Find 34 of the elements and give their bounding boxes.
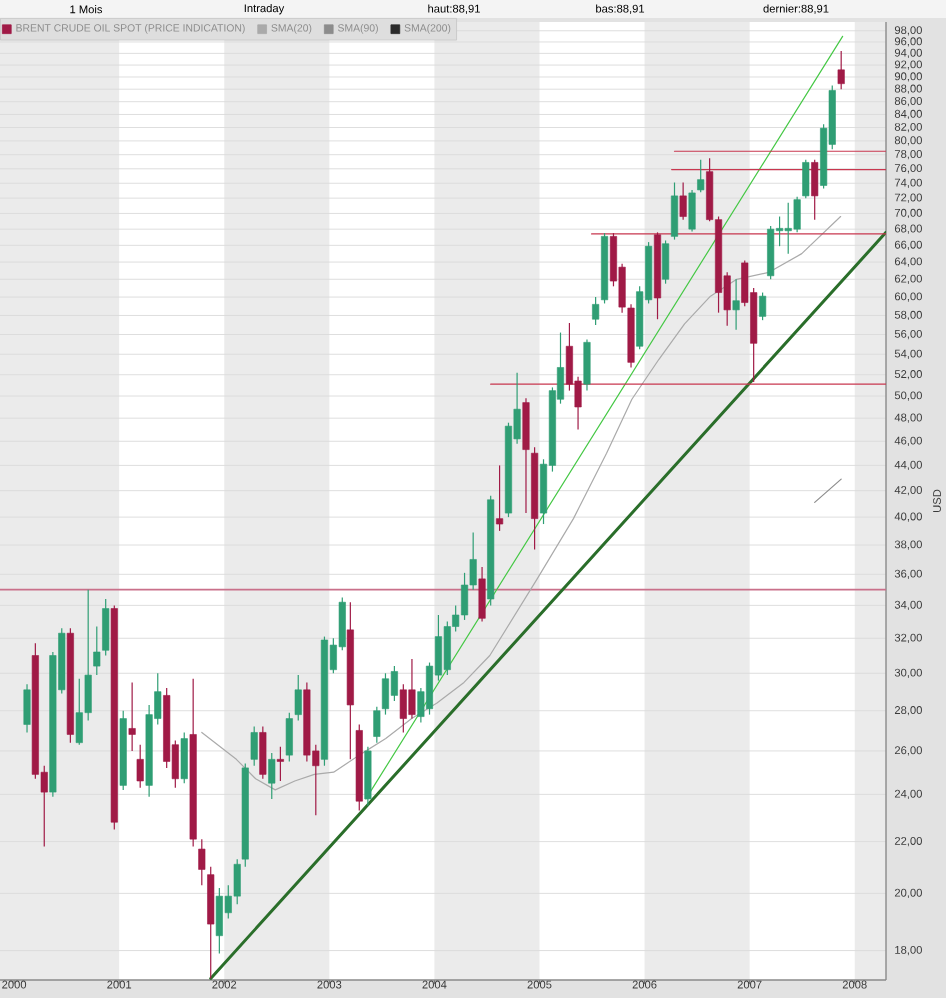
- candlestick: [128, 681, 136, 752]
- candlestick: [767, 225, 775, 280]
- candlestick: [373, 706, 381, 744]
- candlestick: [390, 665, 398, 702]
- candlestick: [802, 159, 810, 199]
- candlestick: [136, 744, 144, 789]
- candlestick: [381, 672, 390, 716]
- candlestick: [583, 338, 591, 392]
- candlestick: [811, 159, 819, 221]
- candlestick: [285, 712, 293, 763]
- candlestick: [732, 278, 740, 331]
- candlestick: [364, 746, 372, 807]
- candlestick: [837, 50, 845, 90]
- candlestick: [250, 725, 258, 767]
- candlestick: [670, 181, 679, 241]
- candlestick: [662, 239, 670, 285]
- candlestick: [697, 159, 705, 193]
- candlestick: [478, 566, 486, 623]
- candlestick: [592, 296, 600, 326]
- line-series: [201, 215, 842, 791]
- candlestick: [294, 674, 302, 722]
- candlestick: [688, 189, 696, 233]
- candlestick: [759, 291, 767, 321]
- candlestick: [198, 838, 206, 886]
- candlestick: [180, 731, 188, 784]
- candlestick: [93, 625, 101, 676]
- candlestick: [679, 181, 687, 221]
- candlestick: [268, 752, 276, 800]
- candlestick: [522, 397, 530, 514]
- candlestick: [496, 464, 504, 532]
- candlestick: [259, 725, 267, 780]
- candlestick: [102, 598, 110, 657]
- candlestick: [276, 746, 284, 782]
- candlestick: [23, 683, 31, 734]
